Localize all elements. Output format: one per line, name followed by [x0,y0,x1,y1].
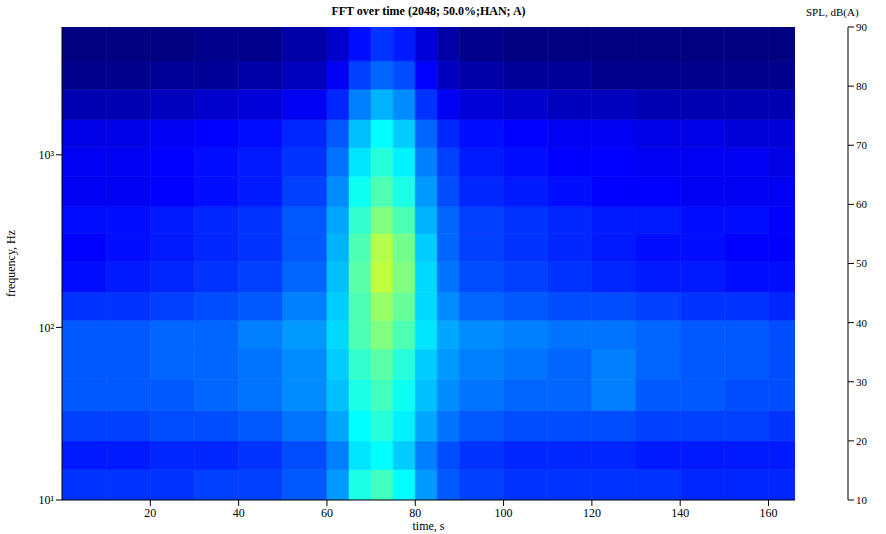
svg-text:40: 40 [856,317,868,329]
svg-text:20: 20 [856,435,868,447]
svg-text:40: 40 [233,506,245,520]
svg-text:time, s: time, s [413,519,445,533]
svg-text:10¹: 10¹ [38,493,54,507]
svg-text:10: 10 [856,494,868,506]
svg-text:80: 80 [409,506,421,520]
html-text:SPL, dB(A): SPL, dB(A) [806,6,859,18]
svg-text:60: 60 [321,506,333,520]
svg-text:100: 100 [495,506,513,520]
svg-text:140: 140 [671,506,689,520]
svg-text:120: 120 [583,506,601,520]
svg-text:50: 50 [856,257,868,269]
svg-text:frequency, Hz: frequency, Hz [4,230,18,297]
svg-text:60: 60 [856,198,868,210]
svg-text:160: 160 [760,506,778,520]
svg-text:30: 30 [856,376,868,388]
svg-text:20: 20 [144,506,156,520]
svg-text:90: 90 [856,21,868,33]
html-text:FFT over time (2048; 50.0%;HAN: FFT over time (2048; 50.0%;HAN; A) [331,4,526,18]
svg-text:10³: 10³ [38,148,54,162]
svg-text:80: 80 [856,80,868,92]
svg-text:10²: 10² [38,321,54,335]
svg-text:70: 70 [856,139,868,151]
